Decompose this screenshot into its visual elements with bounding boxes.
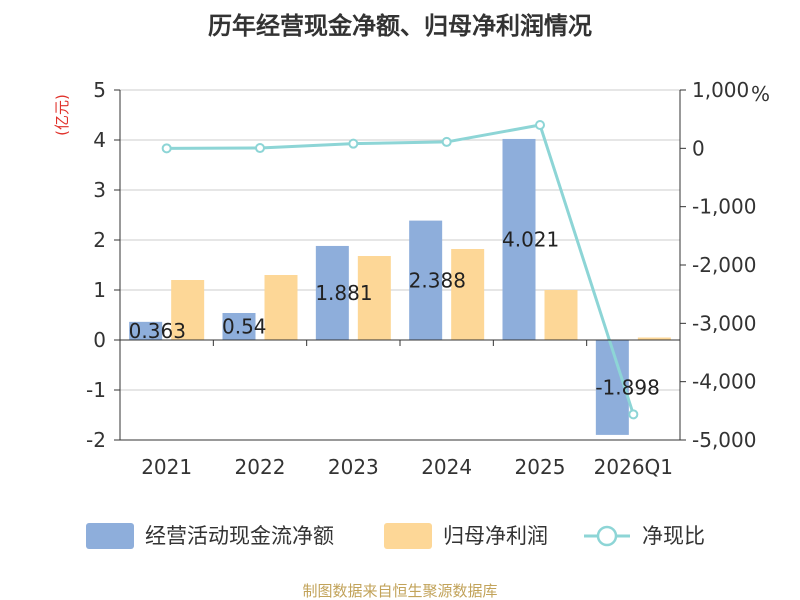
legend-swatch-profit[interactable]: [384, 523, 432, 549]
bar-cashflow: [502, 138, 536, 340]
x-axis-tick-label: 2023: [328, 455, 379, 479]
source-note: 制图数据来自恒生聚源数据库: [302, 582, 497, 600]
x-axis-tick-label: 2026Q1: [594, 455, 673, 479]
bar-profit: [637, 337, 671, 340]
left-axis-tick-label: -2: [86, 428, 106, 452]
x-axis-tick-label: 2024: [421, 455, 472, 479]
data-label-cashflow: 4.021: [502, 227, 559, 251]
bar-profit: [357, 256, 391, 340]
x-axis-tick-label: 2022: [235, 455, 286, 479]
right-axis-tick-label: 1,000: [692, 78, 749, 102]
data-label-cashflow: -1.898: [595, 375, 659, 399]
right-axis-unit: %: [751, 82, 770, 106]
ratio-point: [628, 409, 639, 420]
legend-label-profit[interactable]: 归母净利润: [443, 524, 548, 548]
data-label-cashflow: 0.54: [222, 315, 267, 339]
data-labels: 0.363 0.54 1.881 2.388 4.021 -1.898: [129, 227, 660, 399]
legend-label-cashflow[interactable]: 经营活动现金流净额: [145, 524, 334, 548]
left-axis-tick-label: 3: [93, 178, 106, 202]
left-axis-tick-label: 1: [93, 278, 106, 302]
legend-swatch-ratio[interactable]: [584, 525, 630, 547]
bar-profit: [171, 280, 205, 340]
ratio-point: [161, 143, 172, 154]
bar-cashflow: [129, 321, 163, 340]
left-axis-label: (亿元): [53, 94, 71, 136]
legend-swatch-cashflow[interactable]: [86, 523, 134, 549]
right-axis-tick-label: -3,000: [692, 311, 756, 335]
data-label-cashflow: 2.388: [409, 268, 466, 292]
legend-label-ratio[interactable]: 净现比: [642, 524, 705, 548]
left-axis-tick-label: 2: [93, 228, 106, 252]
right-axis-tick-label: -1,000: [692, 195, 756, 219]
data-label-cashflow: 0.363: [129, 319, 186, 343]
ratio-point: [535, 120, 545, 130]
ratio-line: [161, 120, 639, 420]
axes: 5 4 3 2 1 0 -1 -2 1,000 0 -1,000 -2,000 -3,000 -4,000…: [86, 78, 756, 479]
bar-cashflow: [222, 313, 256, 340]
x-axis-tick-label: 2021: [141, 455, 192, 479]
left-axis-tick-label: 5: [93, 78, 106, 102]
bar-profit: [544, 290, 578, 340]
bar-cashflow: [315, 245, 349, 340]
bars: [129, 138, 671, 435]
right-axis-tick-label: -4,000: [692, 370, 756, 394]
legend: 经营活动现金流净额 归母净利润 净现比: [86, 523, 705, 549]
bar-profit: [264, 275, 298, 340]
x-axis-tick-label: 2025: [515, 455, 566, 479]
ratio-point: [255, 143, 265, 154]
bar-cashflow: [409, 220, 443, 340]
ratio-point: [348, 138, 359, 149]
ratio-point: [441, 136, 452, 147]
left-axis-tick-label: 0: [93, 328, 106, 352]
bar-profit: [451, 249, 485, 340]
left-axis-tick-label: -1: [86, 378, 106, 402]
right-axis-tick-label: -5,000: [692, 428, 756, 452]
right-axis-tick-label: -2,000: [692, 253, 756, 277]
ratio-line-path: [166, 123, 635, 415]
data-label-cashflow: 1.881: [315, 281, 372, 305]
left-axis-tick-label: 4: [93, 128, 106, 152]
chart-title: 历年经营现金净额、归母净利润情况: [208, 12, 592, 40]
right-axis-tick-label: 0: [692, 136, 705, 160]
